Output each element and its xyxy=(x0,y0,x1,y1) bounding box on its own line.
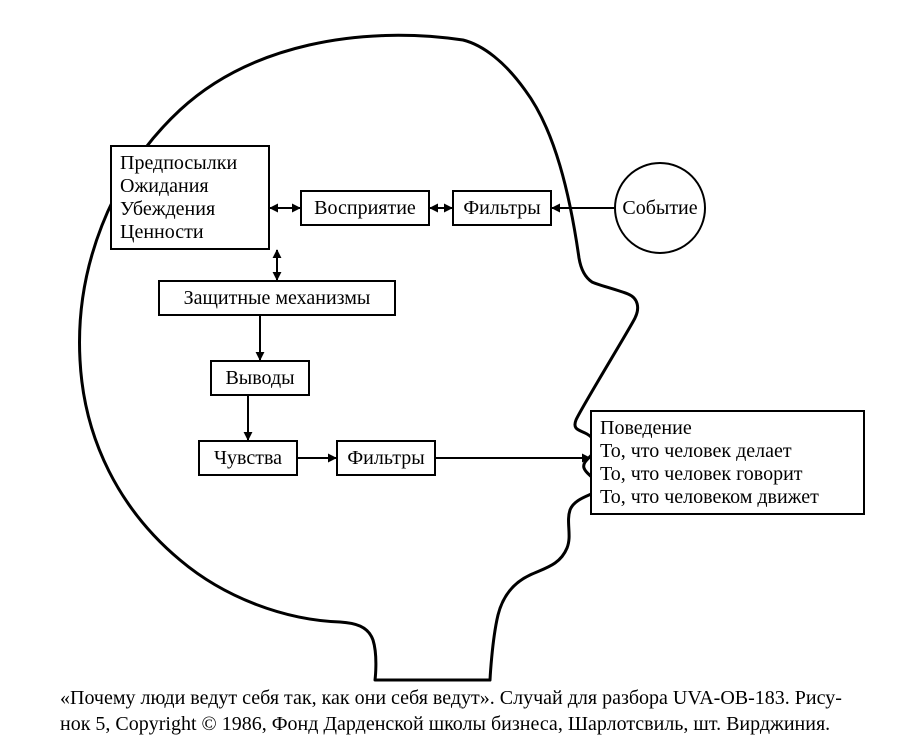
node-text: Ожидания xyxy=(120,175,209,198)
node-text: Выводы xyxy=(225,367,294,390)
node-text: Фильтры xyxy=(347,447,424,470)
node-filters-bottom: Фильтры xyxy=(336,440,436,476)
node-feelings: Чувства xyxy=(198,440,298,476)
node-text: Восприятие xyxy=(314,197,416,220)
node-text: То, что человек делает xyxy=(600,440,792,463)
node-event: Событие xyxy=(614,162,706,254)
node-defense-mechanisms: Защитные механизмы xyxy=(158,280,396,316)
caption-line: нок 5, Copyright © 1986, Фонд Дарденской… xyxy=(60,713,830,735)
node-assumptions: Предпосылки Ожидания Убеждения Ценности xyxy=(110,145,270,250)
node-text: Событие xyxy=(622,197,697,220)
node-text: Убеждения xyxy=(120,198,215,221)
node-behavior: Поведение То, что человек делает То, что… xyxy=(590,410,865,515)
node-filters-top: Фильтры xyxy=(452,190,552,226)
node-text: Чувства xyxy=(214,447,282,470)
node-text: То, что человеком движет xyxy=(600,486,819,509)
node-conclusions: Выводы xyxy=(210,360,310,396)
node-text: Ценности xyxy=(120,221,204,244)
diagram-canvas: Предпосылки Ожидания Убеждения Ценности … xyxy=(0,0,900,747)
node-text: Фильтры xyxy=(463,197,540,220)
node-perception: Восприятие xyxy=(300,190,430,226)
node-text: Защитные механизмы xyxy=(184,287,371,310)
node-text: Поведение xyxy=(600,417,692,440)
figure-caption: «Почему люди ведут себя так, как они себ… xyxy=(60,685,850,737)
node-text: То, что человек говорит xyxy=(600,463,803,486)
node-text: Предпосылки xyxy=(120,152,237,175)
diagram-svg-overlay xyxy=(0,0,900,747)
caption-line: «Почему люди ведут себя так, как они себ… xyxy=(60,687,842,709)
